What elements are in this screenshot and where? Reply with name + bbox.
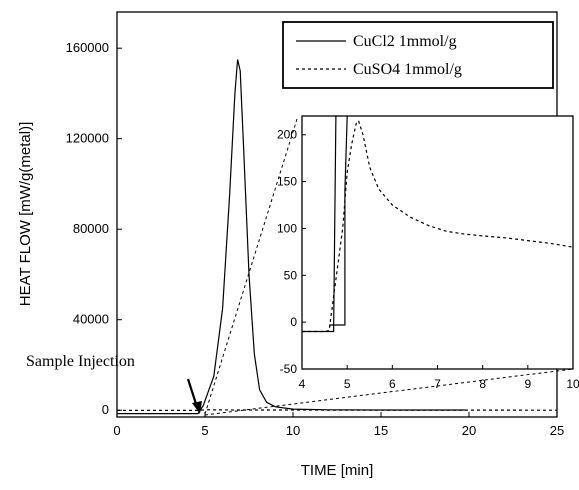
x-tick-label: 10 <box>286 423 300 438</box>
series-line-cucl2 <box>117 59 466 415</box>
inset-x-tick-label: 8 <box>479 377 486 391</box>
inset-x-tick-label: 6 <box>389 377 396 391</box>
x-tick-label: 0 <box>113 423 120 438</box>
legend-box <box>282 21 554 89</box>
y-axis-title: HEAT FLOW [mW/g(metal)] <box>17 122 34 306</box>
main-x-ticks: 0 5 10 15 20 25 <box>113 412 564 438</box>
annotation-arrowhead <box>192 401 202 414</box>
series-line-cuso4 <box>117 409 558 411</box>
x-tick-label: 25 <box>550 423 564 438</box>
inset-y-tick-label: 100 <box>277 221 297 235</box>
inset-x-tick-label: 7 <box>434 377 441 391</box>
inset-y-ticks: -50 0 50 100 150 200 <box>277 128 306 376</box>
inset-y-tick-label: 50 <box>284 268 298 282</box>
inset-series-line-cuso4 <box>302 119 574 333</box>
main-y-ticks: 0 40000 80000 120000 160000 <box>66 40 122 417</box>
inset-series <box>302 115 574 333</box>
inset-y-tick-label: 150 <box>277 175 297 189</box>
x-tick-label: 5 <box>201 423 208 438</box>
inset-x-tick-label: 4 <box>299 377 306 391</box>
annotation-sample-injection: Sample Injection <box>26 353 135 370</box>
y-tick-label: 160000 <box>66 40 109 55</box>
y-tick-label: 120000 <box>66 131 109 146</box>
y-tick-label: 40000 <box>73 312 109 327</box>
x-axis-title: TIME [min] <box>301 462 374 479</box>
inset-x-tick-label: 10 <box>566 377 579 391</box>
inset-y-tick-label: 0 <box>290 315 297 329</box>
x-tick-label: 20 <box>462 423 476 438</box>
inset-x-tick-label: 9 <box>524 377 531 391</box>
y-tick-label: 80000 <box>73 221 109 236</box>
inset-y-tick-label: 200 <box>277 128 297 142</box>
inset-x-tick-label: 5 <box>344 377 351 391</box>
inset-plot-frame <box>301 115 574 370</box>
zoom-connector-bottom <box>204 368 574 416</box>
inset-series-line-cucl2 <box>329 115 348 326</box>
legend: CuCl2 1mmol/g CuSO4 1mmol/g <box>282 21 554 89</box>
y-tick-label: 0 <box>102 402 109 417</box>
legend-label-cuso4: CuSO4 1mmol/g <box>353 61 462 78</box>
inset-x-ticks: 4 5 6 7 8 9 10 <box>299 365 579 391</box>
inset-y-tick-label: -50 <box>280 362 298 376</box>
legend-label-cucl2: CuCl2 1mmol/g <box>353 33 457 50</box>
x-tick-label: 15 <box>374 423 388 438</box>
